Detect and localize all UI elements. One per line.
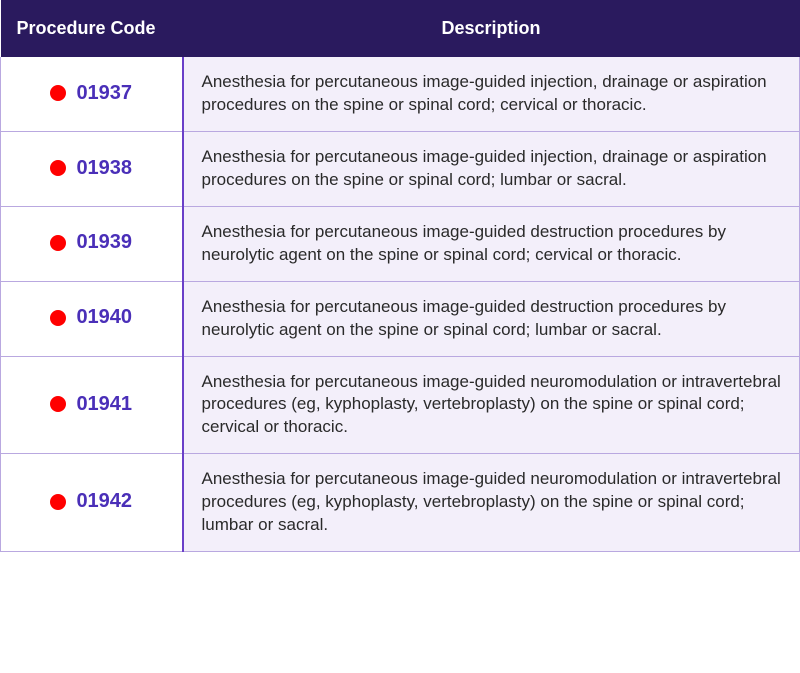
status-dot-icon bbox=[50, 396, 66, 412]
header-procedure-code: Procedure Code bbox=[1, 0, 183, 57]
description-cell: Anesthesia for percutaneous image-guided… bbox=[183, 206, 800, 281]
description-text: Anesthesia for percutaneous image-guided… bbox=[202, 468, 782, 537]
procedure-code-table: Procedure Code Description 01937 Anesthe… bbox=[0, 0, 800, 552]
table-row: 01942 Anesthesia for percutaneous image-… bbox=[1, 454, 800, 552]
description-text: Anesthesia for percutaneous image-guided… bbox=[202, 146, 782, 192]
description-cell: Anesthesia for percutaneous image-guided… bbox=[183, 57, 800, 131]
status-dot-icon bbox=[50, 85, 66, 101]
procedure-code: 01940 bbox=[76, 306, 132, 329]
code-cell: 01937 bbox=[1, 57, 183, 131]
procedure-code: 01937 bbox=[76, 82, 132, 105]
description-cell: Anesthesia for percutaneous image-guided… bbox=[183, 281, 800, 356]
procedure-code: 01941 bbox=[76, 393, 132, 416]
procedure-code: 01939 bbox=[76, 231, 132, 254]
description-cell: Anesthesia for percutaneous image-guided… bbox=[183, 131, 800, 206]
procedure-code: 01938 bbox=[76, 157, 132, 180]
code-cell: 01939 bbox=[1, 206, 183, 281]
description-text: Anesthesia for percutaneous image-guided… bbox=[202, 371, 782, 440]
code-cell: 01941 bbox=[1, 356, 183, 454]
status-dot-icon bbox=[50, 310, 66, 326]
description-text: Anesthesia for percutaneous image-guided… bbox=[202, 221, 782, 267]
status-dot-icon bbox=[50, 235, 66, 251]
code-cell: 01938 bbox=[1, 131, 183, 206]
procedure-code: 01942 bbox=[76, 490, 132, 513]
status-dot-icon bbox=[50, 160, 66, 176]
description-cell: Anesthesia for percutaneous image-guided… bbox=[183, 454, 800, 552]
description-cell: Anesthesia for percutaneous image-guided… bbox=[183, 356, 800, 454]
status-dot-icon bbox=[50, 494, 66, 510]
table-row: 01939 Anesthesia for percutaneous image-… bbox=[1, 206, 800, 281]
code-cell: 01940 bbox=[1, 281, 183, 356]
table-body: 01937 Anesthesia for percutaneous image-… bbox=[1, 57, 800, 552]
table-row: 01937 Anesthesia for percutaneous image-… bbox=[1, 57, 800, 131]
description-text: Anesthesia for percutaneous image-guided… bbox=[202, 71, 782, 117]
table-header-row: Procedure Code Description bbox=[1, 0, 800, 57]
table-row: 01940 Anesthesia for percutaneous image-… bbox=[1, 281, 800, 356]
table-row: 01938 Anesthesia for percutaneous image-… bbox=[1, 131, 800, 206]
description-text: Anesthesia for percutaneous image-guided… bbox=[202, 296, 782, 342]
table-row: 01941 Anesthesia for percutaneous image-… bbox=[1, 356, 800, 454]
code-cell: 01942 bbox=[1, 454, 183, 552]
header-description: Description bbox=[183, 0, 800, 57]
